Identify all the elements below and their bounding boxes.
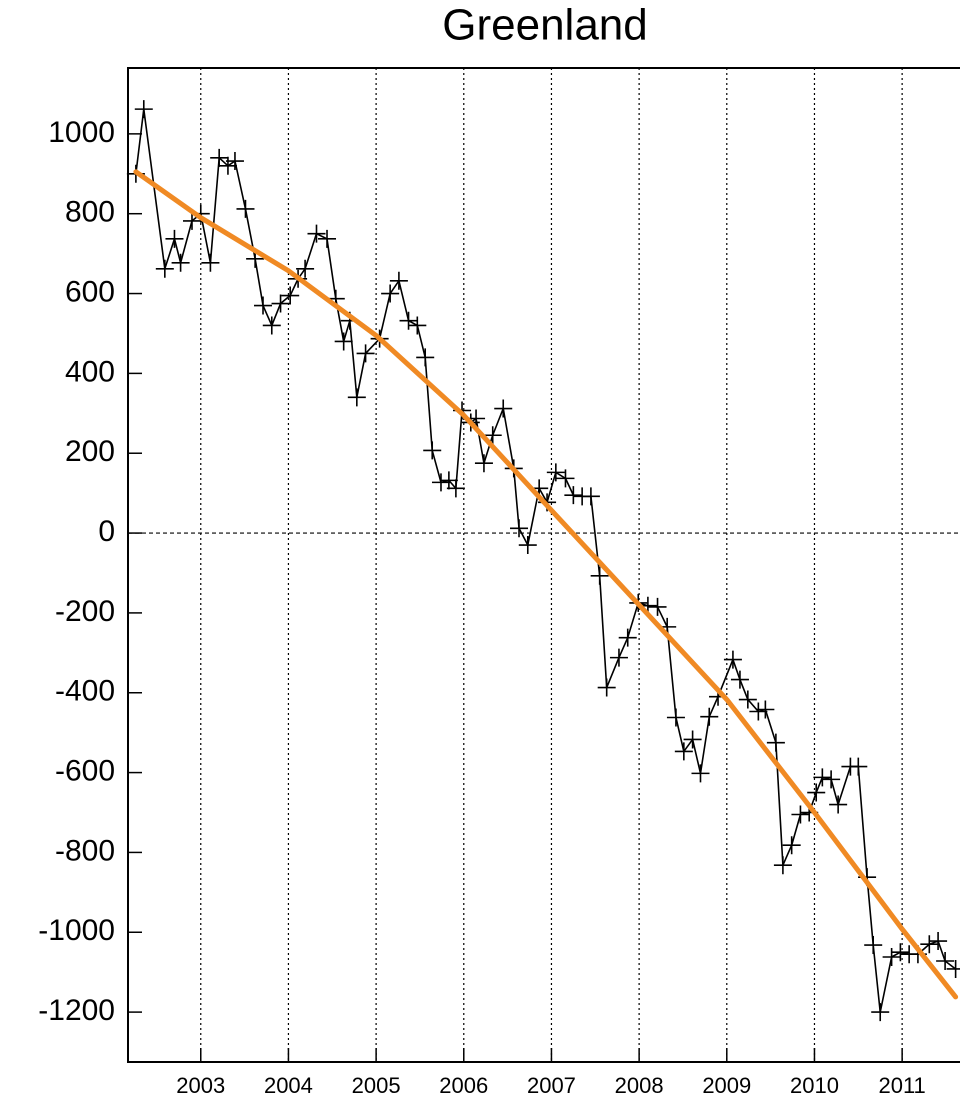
y-tick-label: 600 <box>65 275 115 308</box>
point-marker <box>254 296 273 315</box>
point-marker <box>864 936 883 955</box>
point-marker <box>201 253 220 272</box>
x-tick-label: 2008 <box>615 1073 664 1098</box>
point-marker <box>296 259 315 278</box>
y-tick-label: 200 <box>65 435 115 468</box>
y-tick-label: 400 <box>65 355 115 388</box>
chart-title: Greenland <box>442 1 647 50</box>
point-marker <box>609 648 628 667</box>
point-marker <box>813 768 832 787</box>
point-marker <box>822 770 841 789</box>
point-marker <box>730 670 749 689</box>
x-tick-label: 2004 <box>264 1073 313 1098</box>
point-marker <box>416 348 435 367</box>
x-tick-label: 2005 <box>352 1073 401 1098</box>
y-tick-label: 1000 <box>48 116 115 149</box>
point-marker <box>347 388 366 407</box>
x-tick-label: 2003 <box>176 1073 225 1098</box>
y-tick-label: -400 <box>55 675 115 708</box>
y-tick-label: -1000 <box>38 914 115 947</box>
point-marker <box>674 742 693 761</box>
point-marker <box>510 519 529 538</box>
x-tick-label: 2007 <box>527 1073 576 1098</box>
point-marker <box>556 469 575 488</box>
point-marker <box>399 311 418 330</box>
x-tick-label: 2011 <box>878 1073 925 1098</box>
point-marker <box>564 486 583 505</box>
point-marker <box>474 454 493 473</box>
point-marker <box>439 471 458 490</box>
point-marker <box>683 730 702 749</box>
point-marker <box>236 199 255 218</box>
point-marker <box>210 148 229 167</box>
point-marker <box>408 316 427 335</box>
point-marker <box>218 156 237 175</box>
point-marker <box>389 271 408 290</box>
point-marker <box>773 856 792 875</box>
point-marker <box>590 566 609 585</box>
point-marker <box>318 229 337 248</box>
point-marker <box>356 344 375 363</box>
point-marker <box>946 959 960 978</box>
point-marker <box>700 707 719 726</box>
y-tick-label: -1200 <box>38 994 115 1027</box>
point-marker <box>597 678 616 697</box>
point-marker <box>829 795 848 814</box>
point-marker <box>849 757 868 776</box>
point-marker <box>756 700 775 719</box>
point-marker <box>281 286 300 305</box>
point-marker <box>334 332 353 351</box>
point-marker <box>782 836 801 855</box>
point-marker <box>134 100 153 119</box>
point-marker <box>446 479 465 498</box>
point-marker <box>546 463 565 482</box>
series-line <box>135 108 957 1013</box>
y-tick-label: 800 <box>65 196 115 229</box>
plot-frame <box>127 67 960 1063</box>
series-line <box>133 169 959 1000</box>
y-tick-label: -200 <box>55 595 115 628</box>
point-marker <box>871 1003 890 1022</box>
point-marker <box>381 284 400 303</box>
point-marker <box>766 733 785 752</box>
point-marker <box>936 952 955 971</box>
x-tick-label: 2010 <box>790 1073 839 1098</box>
x-tick-label: 2006 <box>439 1073 488 1098</box>
point-marker <box>483 426 502 445</box>
y-tick-label: -800 <box>55 834 115 867</box>
point-marker <box>691 764 710 783</box>
point-marker <box>723 650 742 669</box>
point-marker <box>648 597 667 616</box>
point-marker <box>581 487 600 506</box>
point-marker <box>738 690 757 709</box>
point-marker <box>183 211 201 230</box>
point-marker <box>271 294 290 313</box>
point-marker <box>618 628 637 647</box>
point-marker <box>807 783 826 802</box>
point-marker <box>423 441 442 460</box>
point-marker <box>225 152 244 171</box>
point-marker <box>891 943 910 962</box>
point-marker <box>165 229 184 248</box>
point-marker <box>155 259 174 278</box>
point-marker <box>920 935 939 954</box>
point-marker <box>431 473 450 492</box>
point-marker <box>666 708 685 727</box>
point-marker <box>518 536 537 555</box>
point-marker <box>749 702 768 721</box>
point-marker <box>307 224 326 243</box>
point-marker <box>262 316 281 335</box>
x-tick-label: 2009 <box>702 1073 751 1098</box>
point-marker <box>882 948 901 967</box>
point-marker <box>171 253 190 272</box>
point-marker <box>494 399 513 418</box>
y-tick-label: 0 <box>98 515 115 548</box>
y-tick-label: -600 <box>55 755 115 788</box>
point-marker <box>791 805 810 824</box>
point-marker <box>929 932 948 951</box>
